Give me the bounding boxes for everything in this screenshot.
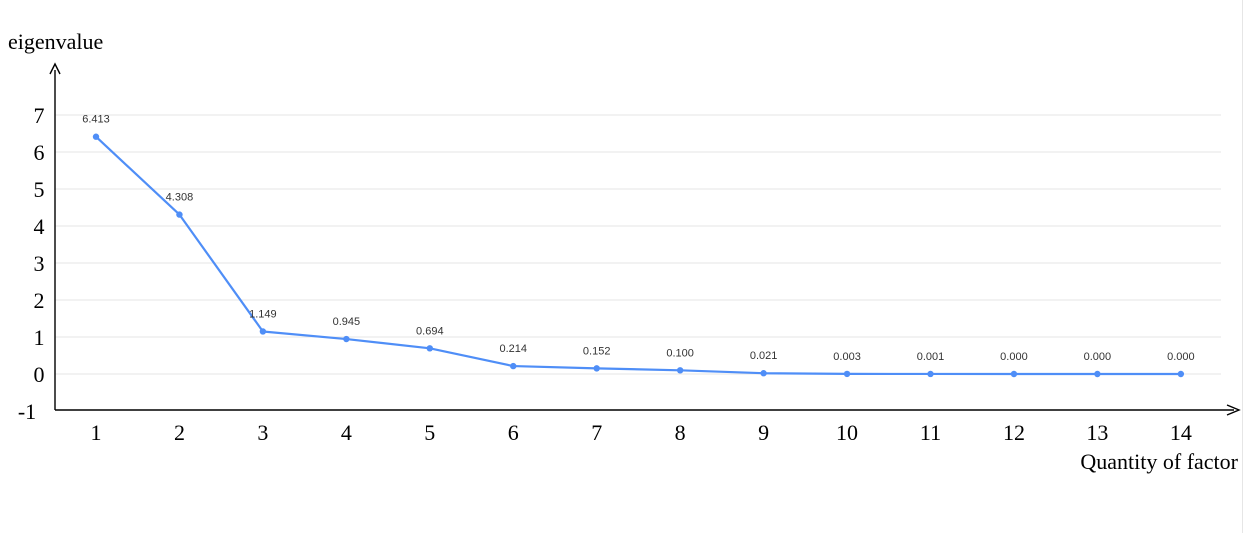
x-tick-label: 9 [758,420,769,445]
data-point [927,370,934,378]
x-tick-label: 2 [174,420,185,445]
data-label: 0.003 [833,351,861,363]
data-point [1094,370,1101,378]
data-label: 0.694 [416,325,444,337]
x-tick-label: 14 [1170,420,1192,445]
x-tick-label: 4 [341,420,352,445]
y-tick-label: 2 [34,288,45,313]
data-label: 0.100 [666,347,694,359]
y-tick-label: -1 [18,399,36,424]
data-label: 1.149 [249,308,277,320]
y-tick-label: 7 [34,103,45,128]
data-label: 0.000 [1084,351,1112,363]
data-point [676,367,684,374]
y-axis-title: eigenvalue [8,29,103,54]
data-point [343,335,350,343]
x-axis-arrow-icon [1226,404,1241,416]
data-label: 0.001 [917,351,945,363]
data-labels: 6.413 4.308 1.149 0.945 0.694 0.214 0.152 0.100… [82,114,1194,363]
y-tick-labels: -1 0 1 2 3 4 5 6 7 [18,103,45,424]
x-tick-label: 6 [508,420,519,445]
data-label: 0.000 [1167,351,1195,363]
series-line [94,135,1182,376]
y-tick-label: 0 [34,362,45,387]
data-point [426,345,433,352]
x-tick-label: 11 [920,420,941,445]
y-tick-label: 3 [34,251,45,276]
data-label: 6.413 [82,114,110,126]
y-tick-label: 1 [34,325,45,350]
x-tick-labels: 1 2 3 4 5 6 7 8 9 10 11 12 13 14 [91,420,1192,445]
x-tick-label: 8 [675,420,686,445]
axes [49,62,1241,416]
data-point [510,362,517,370]
x-axis-title: Quantity of factor [1080,449,1238,474]
data-label: 4.308 [166,192,194,204]
x-tick-label: 5 [424,420,435,445]
data-label: 0.214 [499,343,527,355]
data-point [92,133,100,140]
y-tick-label: 4 [34,214,45,239]
data-label: 0.000 [1000,351,1028,363]
data-point [259,328,267,335]
y-axis-arrow-icon [49,62,61,75]
grid-lines [55,114,1221,375]
data-point [176,211,183,218]
x-tick-label: 10 [836,420,858,445]
data-points [92,133,1185,378]
x-tick-label: 12 [1003,420,1025,445]
data-point [760,370,767,377]
y-tick-label: 5 [34,177,45,202]
x-tick-label: 13 [1086,420,1108,445]
data-label: 0.945 [333,316,361,328]
data-point [593,365,600,372]
x-tick-label: 3 [257,420,268,445]
data-point [1010,370,1018,378]
y-tick-label: 6 [34,140,45,165]
data-point [843,370,851,378]
data-label: 0.021 [750,350,778,362]
data-point [1177,370,1185,378]
data-label: 0.152 [583,345,611,357]
x-tick-label: 1 [91,420,102,445]
x-tick-label: 7 [591,420,602,445]
